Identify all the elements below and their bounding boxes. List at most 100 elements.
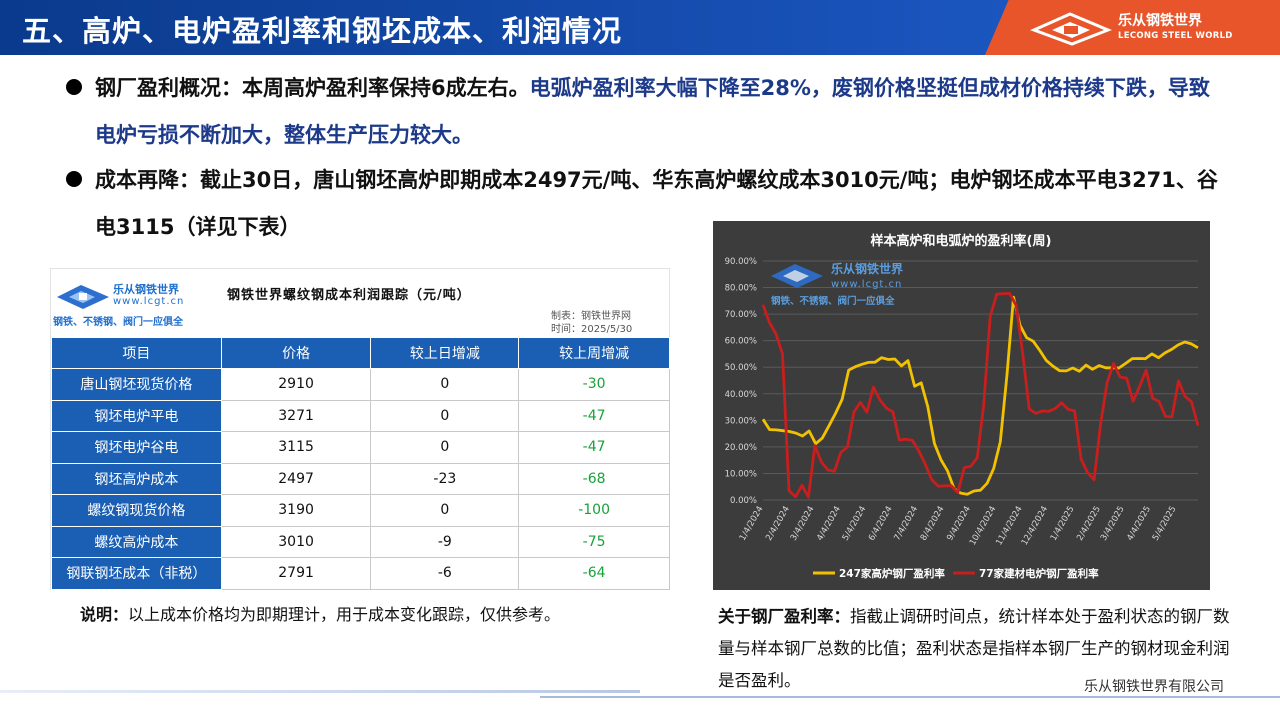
row-day-change: -6: [370, 557, 520, 590]
row-price: 2791: [220, 557, 372, 590]
page-title: 五、高炉、电炉盈利率和钢坯成本、利润情况: [22, 14, 623, 48]
table-maker: 制表：钢铁世界网: [551, 311, 631, 322]
x-tick-label: 2/4/2024: [764, 505, 792, 543]
x-tick-label: 5/4/2024: [841, 505, 869, 543]
x-tick-label: 4/4/2025: [1125, 505, 1153, 543]
row-week-change: -64: [518, 557, 670, 590]
row-item: 钢坯电炉谷电: [51, 431, 222, 464]
x-tick-label: 8/4/2024: [919, 505, 947, 543]
row-item: 钢坯高炉成本: [51, 462, 222, 495]
table-row: 唐山钢坯现货价格 2910 0 -30: [51, 368, 670, 401]
y-tick-label: 20.00%: [725, 443, 757, 453]
y-tick-label: 0.00%: [730, 496, 757, 506]
bullet-highlight-text: 电弧炉盈利率大幅下降至28%，废钢价格坚挺但成材价格持续下跌，导致电炉亏损不断加…: [95, 76, 1210, 147]
bullet-dot: [66, 171, 82, 187]
row-price: 3010: [220, 525, 372, 558]
logo-chinese-name: 乐从钢铁世界: [1118, 13, 1202, 29]
row-week-change: -30: [518, 368, 670, 401]
row-day-change: -9: [370, 525, 520, 558]
cost-profit-table: 项目 价格 较上日增减 较上周增减 唐山钢坯现货价格 2910 0 -30 钢坯…: [51, 337, 670, 590]
row-price: 2910: [220, 368, 372, 401]
chart-title: 样本高炉和电弧炉的盈利率(周): [871, 233, 1052, 249]
row-item: 螺纹高炉成本: [51, 525, 222, 558]
table-row: 螺纹钢现货价格 3190 0 -100: [51, 494, 670, 527]
y-tick-label: 80.00%: [725, 284, 757, 294]
watermark-url: www.lcgt.cn: [831, 279, 902, 290]
bullet-profit-overview: 钢厂盈利概况：本周高炉盈利率保持6成左右。电弧炉盈利率大幅下降至28%，废钢价格…: [95, 65, 1225, 159]
profit-rate-chart-svg: 样本高炉和电弧炉的盈利率(周) 0.00% 10.00% 20.00% 30.00% 40…: [725, 233, 1200, 580]
row-week-change: -68: [518, 462, 670, 495]
x-tick-label: 7/4/2024: [892, 505, 920, 543]
table-row: 钢坯电炉平电 3271 0 -47: [51, 399, 670, 432]
watermark-name: 乐从钢铁世界: [831, 261, 903, 276]
x-tick-label: 4/4/2024: [815, 505, 843, 543]
profit-rate-chart: 样本高炉和电弧炉的盈利率(周) 0.00% 10.00% 20.00% 30.00% 40…: [713, 221, 1210, 590]
row-price: 3115: [220, 431, 372, 464]
chart-watermark: 乐从钢铁世界 www.lcgt.cn 钢铁、不锈钢、阀门一应俱全: [771, 261, 903, 307]
cost-profit-table-card: 乐从钢铁世界 www.lcgt.cn 钢铁、不锈钢、阀门一应俱全 钢铁世界螺纹钢…: [50, 268, 670, 590]
row-week-change: -100: [518, 494, 670, 527]
footer-decor-line: [0, 690, 640, 693]
column-header-day-change: 较上日增减: [370, 337, 520, 369]
company-logo-icon: [1030, 12, 1112, 46]
x-tick-label: 3/4/2025: [1099, 505, 1127, 543]
x-tick-label: 9/4/2024: [945, 505, 973, 543]
table-logo-url: www.lcgt.cn: [113, 296, 185, 307]
column-header-week-change: 较上周增减: [518, 337, 670, 369]
column-header-item: 项目: [51, 337, 222, 369]
table-title: 钢铁世界螺纹钢成本利润跟踪（元/吨）: [227, 288, 471, 303]
row-week-change: -47: [518, 431, 670, 464]
table-header-row: 项目 价格 较上日增减 较上周增减: [51, 337, 670, 369]
bullet-text: 截止30日，唐山钢坯高炉即期成本2497元/吨、华东高炉螺纹成本3010元/吨；…: [95, 168, 1218, 239]
series-line-electric-furnace: [761, 292, 1200, 499]
bullet-cost-decline: 成本再降：截止30日，唐山钢坯高炉即期成本2497元/吨、华东高炉螺纹成本301…: [95, 157, 1225, 251]
column-header-price: 价格: [220, 337, 372, 369]
table-date: 时间：2025/5/30: [551, 324, 633, 335]
table-note: 说明：以上成本价格均为即期理计，用于成本变化跟踪，仅供参考。: [80, 601, 560, 625]
row-day-change: 0: [370, 399, 520, 432]
row-week-change: -75: [518, 525, 670, 558]
row-item: 唐山钢坯现货价格: [51, 368, 222, 401]
row-day-change: 0: [370, 431, 520, 464]
title-band: [0, 0, 1010, 55]
x-tick-label: 5/4/2025: [1151, 505, 1179, 543]
watermark-logo-inner: [783, 270, 809, 282]
x-tick-label: 6/4/2024: [867, 505, 895, 543]
logo-english-name: LECONG STEEL WORLD: [1118, 31, 1233, 41]
y-tick-label: 50.00%: [725, 363, 757, 373]
row-item: 钢联钢坯成本（非税）: [51, 557, 222, 590]
table-row: 钢坯高炉成本 2497 -23 -68: [51, 462, 670, 495]
table-note-label: 说明：: [80, 605, 129, 624]
row-price: 3271: [220, 399, 372, 432]
row-item: 钢坯电炉平电: [51, 399, 222, 432]
bullet-label: 钢厂盈利概况：: [95, 76, 242, 100]
row-day-change: 0: [370, 368, 520, 401]
table-row: 螺纹高炉成本 3010 -9 -75: [51, 525, 670, 558]
y-tick-label: 90.00%: [725, 257, 757, 267]
bullet-label: 成本再降：: [95, 168, 200, 192]
header-bar: 五、高炉、电炉盈利率和钢坯成本、利润情况 乐从钢铁世界 LECONG STEEL…: [0, 0, 1280, 55]
row-item: 螺纹钢现货价格: [51, 494, 222, 527]
profit-rate-definition: 关于钢厂盈利率：指截止调研时间点，统计样本处于盈利状态的钢厂数量与样本钢厂总数的…: [718, 601, 1238, 697]
bullet-text: 本周高炉盈利率保持6成左右。: [242, 76, 530, 100]
footer-company: 乐从钢铁世界有限公司: [1084, 679, 1224, 695]
footer-decor-line: [540, 696, 1280, 698]
y-tick-label: 70.00%: [725, 310, 757, 320]
logo-band: [985, 0, 1280, 55]
x-tick-label: 1/4/2025: [1049, 505, 1077, 543]
y-tick-label: 10.00%: [725, 469, 757, 479]
table-row: 钢联钢坯成本（非税） 2791 -6 -64: [51, 557, 670, 590]
watermark-tagline: 钢铁、不锈钢、阀门一应俱全: [771, 295, 895, 307]
row-day-change: -23: [370, 462, 520, 495]
legend-label: 247家高炉钢厂盈利率: [839, 567, 945, 580]
y-tick-label: 40.00%: [725, 390, 757, 400]
y-tick-label: 60.00%: [725, 337, 757, 347]
table-row: 钢坯电炉谷电 3115 0 -47: [51, 431, 670, 464]
x-tick-label: 12/4/2024: [1020, 505, 1050, 548]
series-line-blast-furnace: [761, 295, 1199, 496]
table-logo-tagline: 钢铁、不锈钢、阀门一应俱全: [53, 317, 183, 328]
row-price: 2497: [220, 462, 372, 495]
x-tick-label: 1/4/2024: [738, 505, 766, 543]
table-logo-icon: [57, 285, 109, 309]
definition-label: 关于钢厂盈利率：: [718, 607, 850, 626]
